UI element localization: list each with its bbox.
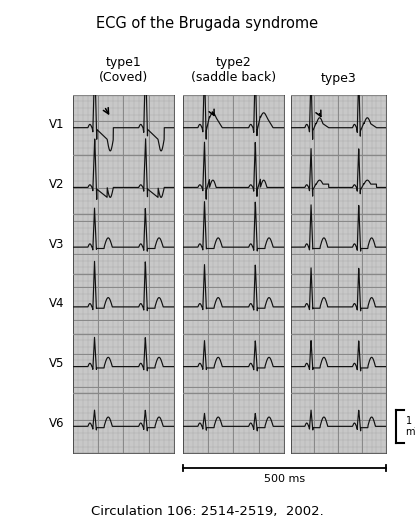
Text: 1
mV: 1 mV xyxy=(405,416,415,437)
Text: Circulation 106: 2514-2519,  2002.: Circulation 106: 2514-2519, 2002. xyxy=(91,504,324,518)
Text: type3: type3 xyxy=(320,72,356,85)
Text: V4: V4 xyxy=(49,297,64,310)
Text: ECG of the Brugada syndrome: ECG of the Brugada syndrome xyxy=(96,16,319,31)
Text: V3: V3 xyxy=(49,238,64,251)
Text: type2
(saddle back): type2 (saddle back) xyxy=(191,56,276,84)
Text: V1: V1 xyxy=(49,118,64,131)
Text: V6: V6 xyxy=(49,417,64,430)
Text: 500 ms: 500 ms xyxy=(264,474,305,484)
Text: V2: V2 xyxy=(49,178,64,191)
Text: type1
(Coved): type1 (Coved) xyxy=(99,56,148,84)
Text: V5: V5 xyxy=(49,357,64,370)
